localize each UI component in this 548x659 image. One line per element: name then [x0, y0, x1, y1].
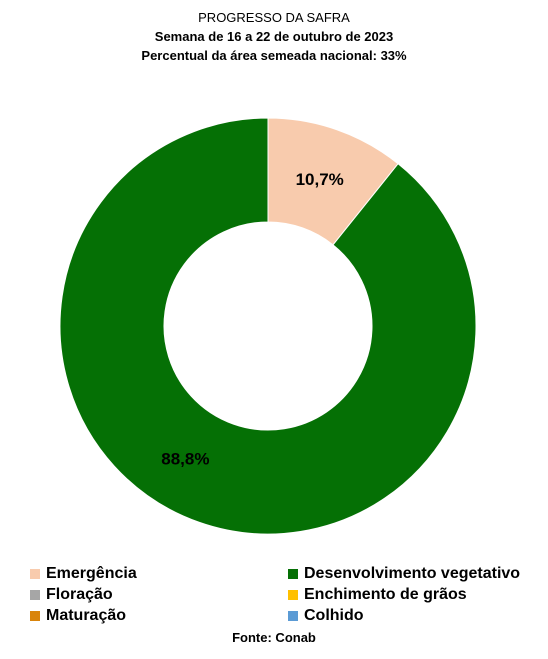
chart-header: PROGRESSO DA SAFRA Semana de 16 a 22 de …: [0, 8, 548, 65]
legend-swatch: [30, 569, 40, 579]
donut-slice-desenvolvimento-vegetativo: [59, 117, 477, 535]
legend-item-enchimento-de-graos: Enchimento de grãos: [288, 586, 467, 604]
chart-title: PROGRESSO DA SAFRA: [198, 10, 350, 25]
legend-label: Enchimento de grãos: [304, 586, 467, 603]
donut-chart: 10,7% 88,8%: [59, 117, 477, 535]
chart-note: Percentual da área semeada nacional: 33%: [141, 48, 407, 63]
legend-swatch: [288, 611, 298, 621]
data-label-desenvolvimento-vegetativo: 88,8%: [161, 449, 209, 468]
legend-swatch: [288, 590, 298, 600]
chart-subtitle: Semana de 16 a 22 de outubro de 2023: [154, 29, 394, 44]
legend-label: Desenvolvimento vegetativo: [304, 565, 521, 582]
data-label-emergencia: 10,7%: [296, 170, 344, 189]
legend-item-colhido: Colhido: [288, 607, 364, 625]
legend-item-floracao: Floração: [30, 586, 113, 604]
legend-item-maturacao: Maturação: [30, 607, 126, 625]
legend-item-emergencia: Emergência: [30, 565, 137, 583]
legend-label: Maturação: [46, 607, 127, 624]
source-note: Fonte: Conab: [232, 630, 316, 645]
legend-swatch: [30, 590, 40, 600]
legend-label: Colhido: [304, 607, 364, 624]
legend-swatch: [30, 611, 40, 621]
legend-label: Emergência: [46, 565, 137, 582]
legend-swatch: [288, 569, 298, 579]
legend-item-desenvolvimento-vegetativo: Desenvolvimento vegetativo: [288, 565, 520, 583]
legend-label: Floração: [46, 586, 113, 603]
